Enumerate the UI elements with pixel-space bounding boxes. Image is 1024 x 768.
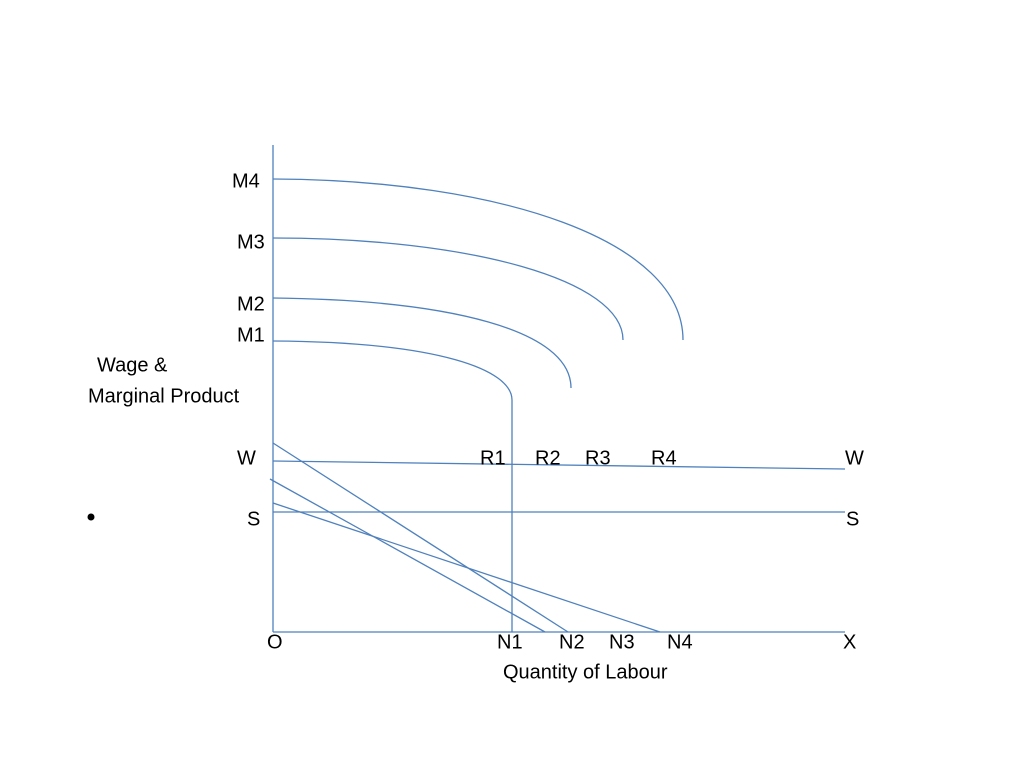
curve-m4 xyxy=(272,178,684,341)
subsistence-label: S xyxy=(247,508,260,530)
n-label: N1 xyxy=(497,631,523,653)
n-label: N2 xyxy=(559,631,585,653)
curve-m3 xyxy=(272,237,624,341)
x-axis-label: Quantity of Labour xyxy=(503,661,668,683)
origin-label: O xyxy=(267,631,283,653)
curve-m1 xyxy=(272,340,513,632)
n-label: N4 xyxy=(667,631,693,653)
curve-label: M4 xyxy=(232,170,260,192)
n-label: N3 xyxy=(609,631,635,653)
r-label: R1 xyxy=(480,447,506,469)
y-axis-label: Wage & xyxy=(97,354,168,376)
y-axis-label: Marginal Product xyxy=(88,385,240,407)
r-label: R4 xyxy=(651,447,677,469)
diagonal-line xyxy=(269,478,546,633)
curve-label: M1 xyxy=(237,324,265,346)
curve-label: M2 xyxy=(237,293,265,315)
diagram-lines xyxy=(87,145,846,633)
r-label: R3 xyxy=(585,447,611,469)
bullet xyxy=(87,513,95,521)
diagonal-line xyxy=(272,502,661,633)
curve-m2 xyxy=(272,297,572,389)
wage-line xyxy=(272,460,846,470)
subsistence-label: S xyxy=(846,508,859,530)
diagonal-line xyxy=(272,442,569,633)
r-label: R2 xyxy=(535,447,561,469)
curve-label: M3 xyxy=(237,231,265,253)
wage-label: W xyxy=(237,447,256,469)
wage-label: W xyxy=(845,447,864,469)
x-end-label: X xyxy=(843,631,856,653)
